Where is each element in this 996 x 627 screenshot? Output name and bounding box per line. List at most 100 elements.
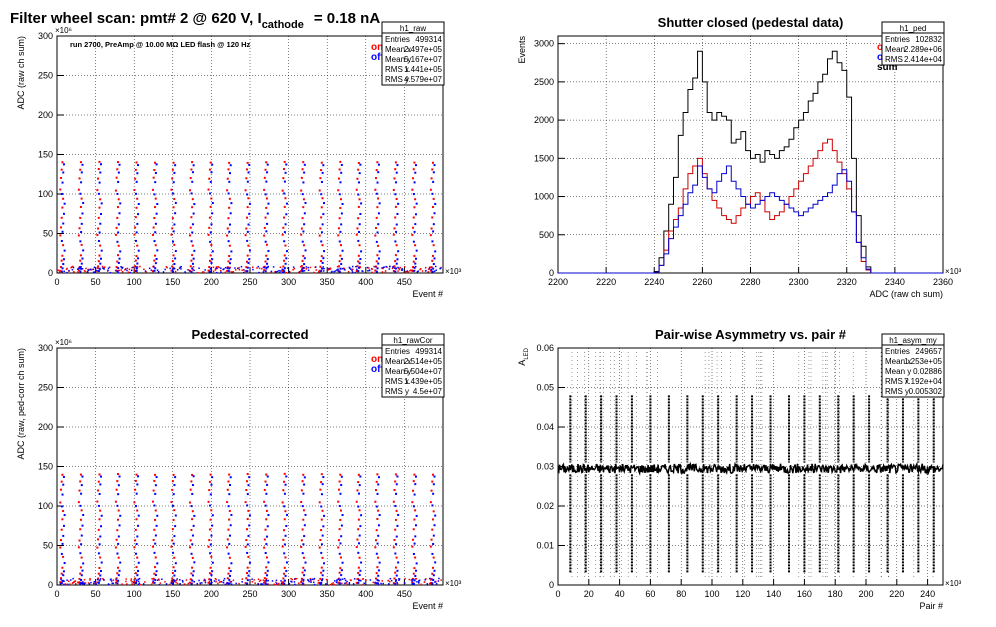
y-exponent: ×10⁶: [55, 26, 72, 35]
data-point-off: [209, 270, 212, 273]
data-point-off: [153, 193, 156, 196]
data-point-off: [154, 578, 157, 581]
data-point-on: [207, 188, 210, 191]
data-point-on: [171, 177, 174, 180]
data-point-off: [209, 267, 212, 270]
data-point-off: [80, 579, 83, 582]
data-point-off: [63, 249, 66, 252]
data-point-off: [432, 267, 435, 270]
data-point-off: [358, 266, 361, 269]
data-point-off: [403, 582, 406, 584]
data-point-on: [154, 556, 157, 559]
data-point-on: [424, 267, 427, 269]
data-point-off: [180, 268, 182, 270]
data-point-off: [394, 240, 397, 243]
data-point-on: [61, 254, 64, 257]
data-point-on: [357, 481, 360, 484]
data-point-on: [133, 501, 136, 504]
data-point-off: [210, 223, 213, 226]
data-point-on: [115, 266, 118, 269]
data-point-off: [285, 250, 288, 253]
data-point-off: [134, 552, 137, 555]
data-point-on: [377, 556, 380, 559]
data-point-off: [377, 171, 380, 174]
data-point-off: [288, 270, 290, 273]
data-point-off: [136, 483, 139, 486]
data-point-off: [303, 569, 306, 572]
data-point-on: [60, 577, 63, 580]
data-point-on: [376, 566, 379, 569]
data-point-on: [96, 267, 98, 269]
x-axis-label: ADC (raw ch sum): [869, 289, 943, 299]
data-point-on: [413, 473, 416, 476]
data-point-off: [172, 270, 175, 273]
data-point-on: [376, 473, 379, 476]
data-point-on: [393, 538, 396, 541]
data-point-on: [397, 270, 399, 272]
data-point-on: [283, 572, 286, 575]
data-point-on: [376, 517, 379, 520]
data-point-off: [303, 212, 306, 215]
x-tick-label: 120: [735, 589, 750, 599]
data-point-off: [369, 579, 372, 581]
data-point-on: [189, 177, 192, 180]
data-point-on: [91, 268, 93, 271]
data-point-off: [320, 493, 323, 496]
data-point-off: [358, 223, 361, 226]
data-point-off: [192, 524, 195, 527]
data-point-on: [337, 581, 340, 584]
data-point-on: [376, 254, 379, 257]
data-point-on: [228, 270, 231, 273]
data-point-on: [413, 161, 416, 164]
data-point-on: [432, 244, 435, 247]
data-point-on: [338, 168, 341, 171]
data-point-on: [175, 581, 177, 584]
data-point-on: [152, 226, 155, 229]
y-tick-label: 100: [38, 501, 53, 511]
data-point-off: [62, 258, 65, 261]
data-point-on: [293, 267, 296, 270]
data-point-on: [226, 269, 229, 272]
x-tick-label: 0: [54, 277, 59, 287]
x-axis-label: Event #: [412, 601, 443, 611]
data-point-on: [134, 265, 137, 268]
data-point-off: [414, 569, 417, 572]
data-point-on: [412, 572, 415, 575]
data-point-on: [173, 556, 176, 559]
data-point-off: [376, 231, 379, 234]
data-point-on: [264, 216, 267, 219]
data-point-on: [117, 509, 120, 512]
data-point-off: [374, 581, 376, 584]
data-point-on: [97, 538, 100, 541]
data-point-on: [226, 577, 229, 580]
data-point-off: [415, 202, 418, 205]
data-point-off: [173, 535, 176, 538]
data-point-off: [322, 525, 325, 528]
data-point-on: [284, 556, 287, 559]
data-point-off: [285, 475, 288, 478]
data-point-off: [170, 582, 173, 584]
data-point-on: [207, 545, 210, 548]
data-point-off: [80, 266, 82, 268]
data-point-off: [341, 202, 344, 205]
data-point-on: [337, 227, 340, 230]
data-point-on: [300, 176, 303, 179]
data-point-on: [168, 583, 171, 586]
data-point-off: [438, 577, 440, 580]
data-point-off: [312, 581, 315, 584]
data-point-off: [350, 268, 352, 271]
data-point-on: [245, 539, 248, 542]
y-tick-label: 0.01: [536, 541, 554, 551]
data-point-off: [153, 551, 156, 554]
data-point-off: [60, 552, 63, 555]
data-point-off: [375, 240, 378, 243]
data-point-on: [431, 566, 434, 569]
data-point-off: [377, 257, 380, 260]
data-point-off: [432, 230, 435, 233]
data-point-off: [432, 542, 435, 545]
data-point-off: [102, 267, 104, 269]
data-point-off: [156, 579, 159, 581]
data-point-on: [342, 267, 345, 270]
data-point-on: [154, 254, 157, 257]
data-point-on: [170, 269, 173, 272]
